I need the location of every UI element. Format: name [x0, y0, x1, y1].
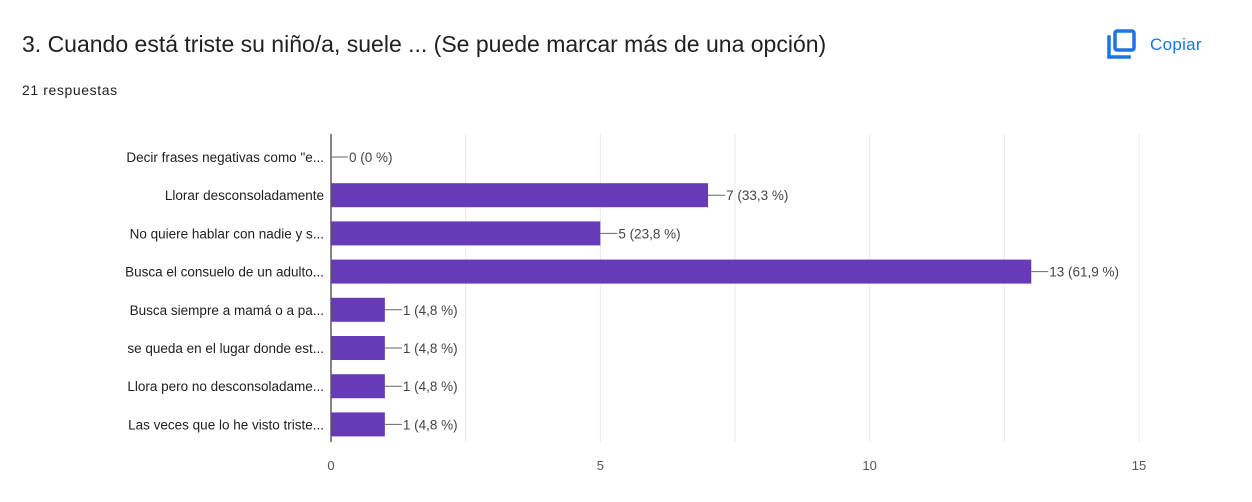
copy-button[interactable]: Copiar [1104, 28, 1202, 62]
category-label: Llorar desconsoladamente [165, 188, 324, 203]
bar [331, 297, 385, 322]
bar [331, 221, 601, 246]
category-label: Busca el consuelo de un adulto... [125, 265, 324, 280]
bar [331, 374, 385, 399]
bar [331, 183, 709, 208]
category-label: Llora pero no desconsoladame... [127, 379, 324, 394]
category-label: Busca siempre a mamá o a pa... [130, 303, 324, 318]
bar [331, 259, 1032, 284]
copy-label: Copiar [1150, 35, 1202, 54]
category-label: se queda en el lugar donde est... [127, 341, 324, 356]
question-title: 3. Cuando está triste su niño/a, suele .… [22, 31, 827, 57]
x-tick-label: 10 [862, 458, 876, 473]
data-label: 5 (23,8 %) [618, 226, 680, 241]
x-tick-label: 15 [1132, 458, 1146, 473]
data-label: 0 (0 %) [349, 150, 393, 165]
x-tick-label: 0 [327, 458, 334, 473]
data-label: 1 (4,8 %) [403, 303, 458, 318]
responses-count: 21 respuestas [22, 82, 118, 98]
data-label: 1 (4,8 %) [403, 379, 458, 394]
x-tick-label: 5 [597, 458, 604, 473]
bar [331, 412, 385, 437]
category-label: Decir frases negativas como "e... [126, 150, 324, 165]
data-label: 13 (61,9 %) [1049, 265, 1119, 280]
data-label: 7 (33,3 %) [726, 188, 788, 203]
copy-icon [1107, 29, 1136, 59]
data-label: 1 (4,8 %) [403, 417, 458, 432]
bar [331, 336, 385, 360]
data-label: 1 (4,8 %) [403, 341, 458, 356]
category-label: Las veces que lo he visto triste... [128, 417, 324, 432]
category-label: No quiere hablar con nadie y s... [130, 226, 324, 241]
